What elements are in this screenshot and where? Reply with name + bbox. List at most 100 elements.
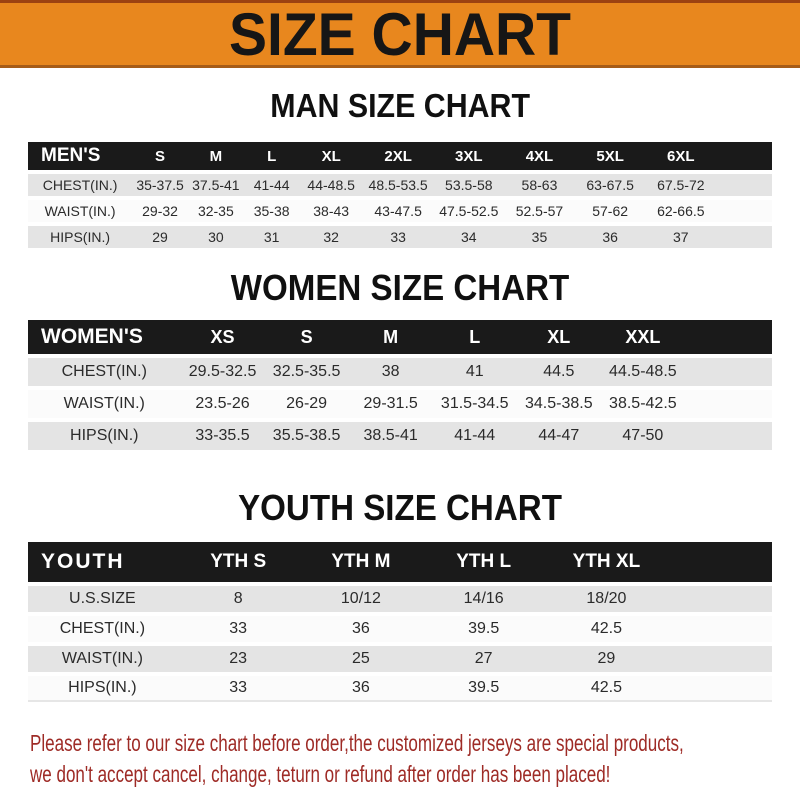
header-filler-cell [716, 142, 772, 170]
row-label-cell: HIPS(IN.) [28, 676, 177, 702]
women-size-table: WOMEN'S XS S M L XL XXL CHEST(IN.) 29.5-… [28, 316, 772, 454]
value-cell: 14/16 [422, 586, 546, 612]
filler-cell [716, 226, 772, 248]
women-hips-row: HIPS(IN.) 33-35.5 35.5-38.5 38.5-41 41-4… [28, 422, 772, 450]
value-cell: 39.5 [422, 676, 546, 702]
value-cell: 39.5 [422, 616, 546, 642]
size-header-cell: 2XL [362, 142, 434, 170]
size-chart-banner: SIZE CHART [0, 0, 800, 68]
size-header-cell: XL [299, 142, 363, 170]
row-label-cell: CHEST(IN.) [28, 616, 177, 642]
value-cell: 41-44 [243, 174, 300, 196]
value-cell: 41-44 [432, 422, 517, 450]
value-cell: 42.5 [545, 616, 668, 642]
size-header-cell: 3XL [433, 142, 505, 170]
women-chest-row: CHEST(IN.) 29.5-32.5 32.5-35.5 38 41 44.… [28, 358, 772, 386]
size-header-cell: L [432, 320, 517, 354]
value-cell: 41 [432, 358, 517, 386]
value-cell: 29 [545, 646, 668, 672]
value-cell: 62-66.5 [645, 200, 717, 222]
filler-cell [684, 358, 772, 386]
size-header-cell: S [132, 142, 188, 170]
value-cell: 37 [645, 226, 717, 248]
value-cell: 63-67.5 [574, 174, 646, 196]
value-cell: 33 [176, 676, 300, 702]
value-cell: 30 [187, 226, 244, 248]
value-cell: 23.5-26 [180, 390, 265, 418]
women-section-title-text: WOMEN SIZE CHART [230, 267, 570, 308]
value-cell: 43-47.5 [362, 200, 434, 222]
value-cell: 34.5-38.5 [516, 390, 601, 418]
value-cell: 38.5-42.5 [600, 390, 685, 418]
size-header-cell: M [187, 142, 244, 170]
banner-title: SIZE CHART [229, 0, 571, 68]
size-header-cell: YTH L [422, 542, 546, 582]
women-section-title: WOMEN SIZE CHART [0, 268, 800, 308]
value-cell: 8 [176, 586, 300, 612]
row-label-cell: HIPS(IN.) [28, 226, 133, 248]
row-label-cell: U.S.SIZE [28, 586, 177, 612]
value-cell: 47.5-52.5 [433, 200, 505, 222]
filler-cell [667, 586, 772, 612]
filler-cell [716, 200, 772, 222]
value-cell: 35.5-38.5 [264, 422, 349, 450]
youth-hips-row: HIPS(IN.) 33 36 39.5 42.5 [28, 676, 772, 702]
value-cell: 35 [504, 226, 575, 248]
value-cell: 33 [362, 226, 434, 248]
size-header-cell: XXL [600, 320, 685, 354]
value-cell: 32-35 [187, 200, 244, 222]
size-header-cell: YTH S [176, 542, 300, 582]
row-label-cell: HIPS(IN.) [28, 422, 181, 450]
man-chest-row: CHEST(IN.) 35-37.5 37.5-41 41-44 44-48.5… [28, 174, 772, 196]
women-header-row: WOMEN'S XS S M L XL XXL [28, 320, 772, 354]
footer-line-1: Please refer to our size chart before or… [30, 730, 684, 756]
value-cell: 34 [433, 226, 505, 248]
youth-section-title: YOUTH SIZE CHART [0, 488, 800, 528]
value-cell: 29-32 [132, 200, 188, 222]
youth-waist-row: WAIST(IN.) 23 25 27 29 [28, 646, 772, 672]
size-header-cell: YTH XL [545, 542, 668, 582]
value-cell: 38.5-41 [348, 422, 433, 450]
value-cell: 48.5-53.5 [362, 174, 434, 196]
value-cell: 44.5-48.5 [600, 358, 685, 386]
filler-cell [667, 616, 772, 642]
value-cell: 31.5-34.5 [432, 390, 517, 418]
man-size-table: MEN'S S M L XL 2XL 3XL 4XL 5XL 6XL CHEST… [28, 138, 772, 252]
value-cell: 36 [299, 616, 423, 642]
man-section-title-text: MAN SIZE CHART [270, 87, 530, 124]
filler-cell [684, 422, 772, 450]
filler-cell [684, 390, 772, 418]
value-cell: 29-31.5 [348, 390, 433, 418]
footer-note: Please refer to our size chart before or… [0, 728, 800, 790]
value-cell: 31 [243, 226, 300, 248]
size-header-cell: XL [516, 320, 601, 354]
man-header-row: MEN'S S M L XL 2XL 3XL 4XL 5XL 6XL [28, 142, 772, 170]
man-waist-row: WAIST(IN.) 29-32 32-35 35-38 38-43 43-47… [28, 200, 772, 222]
value-cell: 44-48.5 [299, 174, 363, 196]
value-cell: 18/20 [545, 586, 668, 612]
value-cell: 32 [299, 226, 363, 248]
row-label-cell: CHEST(IN.) [28, 174, 133, 196]
value-cell: 26-29 [264, 390, 349, 418]
row-label-cell: WAIST(IN.) [28, 390, 181, 418]
footer-line-2: we don't accept cancel, change, teturn o… [30, 761, 611, 787]
value-cell: 42.5 [545, 676, 668, 702]
women-waist-row: WAIST(IN.) 23.5-26 26-29 29-31.5 31.5-34… [28, 390, 772, 418]
value-cell: 33-35.5 [180, 422, 265, 450]
man-section-title: MAN SIZE CHART [0, 88, 800, 124]
value-cell: 58-63 [504, 174, 575, 196]
header-filler-cell [684, 320, 772, 354]
man-hips-row: HIPS(IN.) 29 30 31 32 33 34 35 36 37 [28, 226, 772, 248]
youth-ussize-row: U.S.SIZE 8 10/12 14/16 18/20 [28, 586, 772, 612]
value-cell: 38-43 [299, 200, 363, 222]
size-header-cell: L [243, 142, 300, 170]
value-cell: 53.5-58 [433, 174, 505, 196]
value-cell: 35-37.5 [132, 174, 188, 196]
value-cell: 37.5-41 [187, 174, 244, 196]
value-cell: 35-38 [243, 200, 300, 222]
value-cell: 67.5-72 [645, 174, 717, 196]
row-label-cell: CHEST(IN.) [28, 358, 181, 386]
man-header-label: MEN'S [28, 142, 133, 170]
youth-size-table: YOUTH YTH S YTH M YTH L YTH XL U.S.SIZE … [28, 538, 772, 706]
size-header-cell: YTH M [299, 542, 423, 582]
